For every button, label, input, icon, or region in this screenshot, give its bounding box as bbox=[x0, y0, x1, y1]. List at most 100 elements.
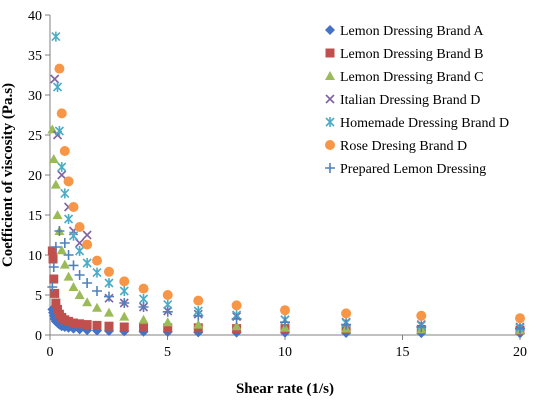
data-point bbox=[59, 238, 70, 248]
legend-marker bbox=[325, 71, 335, 80]
data-point bbox=[51, 31, 61, 42]
data-point bbox=[341, 308, 352, 319]
legend-item: Rose Dresing Brand D bbox=[325, 139, 467, 154]
data-point bbox=[280, 322, 290, 332]
data-point bbox=[60, 188, 70, 199]
data-point bbox=[104, 321, 114, 331]
data-point bbox=[68, 202, 79, 212]
data-point bbox=[74, 222, 85, 232]
data-point bbox=[51, 298, 61, 308]
data-point bbox=[231, 314, 242, 324]
data-point bbox=[104, 278, 114, 288]
data-point bbox=[68, 282, 79, 291]
data-point bbox=[416, 310, 427, 321]
data-point bbox=[163, 323, 173, 333]
x-axis-title: Shear rate (1/s) bbox=[236, 381, 334, 397]
data-point bbox=[63, 250, 74, 260]
data-point bbox=[82, 230, 92, 240]
data-point bbox=[119, 276, 130, 287]
data-point bbox=[92, 286, 102, 296]
data-point bbox=[68, 230, 79, 241]
data-point bbox=[50, 288, 60, 298]
plot-area: 0 5 10 15 20 0 5 10 15 20 25 30 35 40 bbox=[28, 9, 527, 360]
x-tick-label: 10 bbox=[278, 345, 292, 360]
y-tick-label: 40 bbox=[28, 9, 42, 24]
y-tick-label: 15 bbox=[28, 209, 42, 224]
legend-item: Lemon Dressing Brand A bbox=[325, 24, 484, 39]
data-point bbox=[515, 313, 525, 324]
data-point bbox=[515, 323, 525, 334]
data-point bbox=[103, 266, 114, 277]
data-point bbox=[49, 274, 59, 284]
data-point bbox=[231, 321, 242, 331]
legend-marker bbox=[325, 48, 335, 58]
data-point bbox=[50, 179, 61, 189]
data-point bbox=[162, 306, 173, 317]
data-point bbox=[416, 322, 427, 332]
data-point bbox=[47, 124, 58, 134]
data-point bbox=[103, 307, 114, 317]
data-point bbox=[92, 255, 102, 266]
data-point bbox=[57, 170, 67, 180]
y-tick-label: 20 bbox=[28, 169, 42, 184]
data-point bbox=[92, 302, 102, 312]
data-point bbox=[119, 286, 129, 296]
data-point bbox=[52, 210, 63, 219]
data-point bbox=[82, 278, 93, 288]
legend-label: Rose Dresing Brand D bbox=[340, 139, 467, 154]
data-point bbox=[56, 108, 67, 119]
data-point bbox=[74, 290, 85, 299]
data-point bbox=[48, 154, 59, 163]
y-tick-label: 10 bbox=[28, 249, 42, 264]
data-point bbox=[57, 162, 67, 172]
y-axis-title: Coefficient of viscosity (Pa.s) bbox=[0, 83, 16, 267]
data-point bbox=[82, 297, 93, 307]
legend-item: Lemon Dressing Brand C bbox=[325, 70, 483, 85]
data-point bbox=[193, 319, 204, 329]
data-point bbox=[75, 246, 85, 256]
data-point bbox=[69, 318, 78, 328]
legend-item: Lemon Dressing Brand B bbox=[325, 47, 483, 62]
x-tick-label: 0 bbox=[47, 345, 54, 360]
y-tick-label: 25 bbox=[28, 129, 42, 144]
data-point bbox=[193, 295, 204, 306]
data-point bbox=[92, 320, 102, 330]
legend-marker bbox=[325, 140, 335, 150]
data-point bbox=[64, 316, 74, 326]
legend-marker bbox=[325, 94, 335, 104]
data-point bbox=[82, 320, 92, 330]
data-point bbox=[75, 319, 85, 329]
data-point bbox=[47, 246, 57, 256]
data-point bbox=[68, 260, 79, 271]
y-tick-label: 30 bbox=[28, 89, 42, 104]
data-point bbox=[231, 300, 242, 311]
data-point bbox=[193, 310, 204, 321]
data-point bbox=[74, 270, 85, 280]
series-7 bbox=[47, 226, 525, 334]
data-point bbox=[138, 283, 149, 294]
data-point bbox=[54, 63, 65, 74]
data-point bbox=[138, 302, 149, 312]
data-point bbox=[280, 317, 290, 328]
legend: Lemon Dressing Brand A Lemon Dressing Bra… bbox=[325, 24, 509, 177]
y-axis-ticks: 0 5 10 15 20 25 30 35 40 bbox=[28, 9, 50, 344]
data-point bbox=[119, 298, 130, 308]
data-point bbox=[53, 304, 63, 314]
legend-label: Lemon Dressing Brand B bbox=[340, 47, 483, 62]
data-point bbox=[119, 311, 130, 321]
y-tick-label: 35 bbox=[28, 49, 42, 64]
data-point bbox=[50, 74, 60, 84]
legend-marker bbox=[325, 117, 335, 127]
data-point bbox=[54, 226, 65, 236]
y-tick-label: 5 bbox=[35, 289, 42, 304]
legend-marker bbox=[325, 163, 335, 173]
data-point bbox=[63, 271, 74, 281]
data-point bbox=[280, 305, 290, 316]
data-point bbox=[138, 314, 149, 324]
data-point bbox=[82, 239, 93, 250]
series-3 bbox=[47, 124, 525, 335]
legend-item: Prepared Lemon Dressing bbox=[325, 162, 486, 177]
y-tick-label: 0 bbox=[35, 329, 42, 344]
data-point bbox=[162, 290, 173, 300]
data-point bbox=[56, 245, 67, 255]
